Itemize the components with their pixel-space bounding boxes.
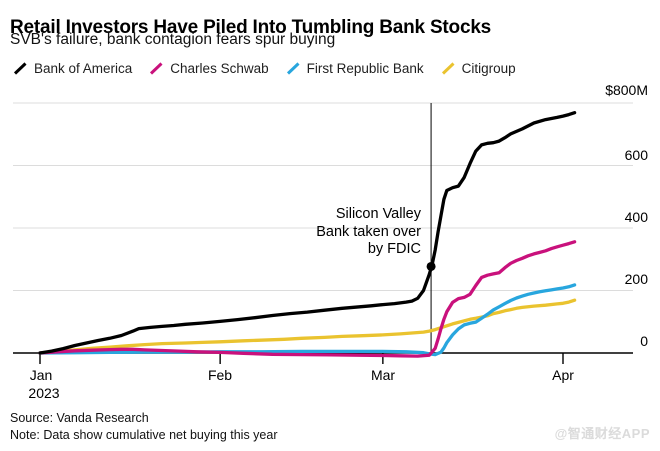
x-axis-tick-label: Feb (207, 367, 233, 383)
legend-item-charles-schwab: Charles Schwab (149, 61, 269, 76)
x-axis-tick-label: Mar (370, 367, 396, 383)
legend-item-bank-of-america: Bank of America (13, 61, 132, 76)
note-text: Note: Data show cumulative net buying th… (10, 428, 278, 442)
y-axis-tick-label: 200 (624, 271, 648, 287)
y-axis-tick-label: $800M (605, 82, 648, 98)
annotation-line: Silicon Valley (335, 206, 421, 222)
legend-label: Citigroup (461, 61, 516, 76)
legend-item-first-republic-bank: First Republic Bank (286, 61, 424, 76)
y-axis-tick-label: 600 (624, 147, 648, 163)
chart-subtitle: SVB's failure, bank contagion fears spur… (10, 31, 336, 48)
x-axis-tick-label: Apr (552, 367, 574, 383)
chart-title: Retail Investors Have Piled Into Tumblin… (10, 16, 492, 38)
legend-item-citigroup: Citigroup (441, 61, 516, 76)
legend: Bank of America Charles Schwab First Rep… (13, 61, 516, 76)
legend-slash-icon (13, 62, 27, 75)
y-axis-tick-label: 400 (624, 209, 648, 225)
legend-slash-icon (286, 62, 300, 75)
legend-slash-icon (441, 62, 455, 75)
legend-label: Charles Schwab (170, 61, 269, 76)
x-axis-tick-label: Jan (29, 367, 53, 383)
legend-label: Bank of America (34, 61, 133, 76)
legend-slash-icon (150, 62, 163, 75)
legend-label: First Republic Bank (306, 61, 424, 76)
y-axis-tick-label: 0 (640, 333, 648, 349)
source-text: Source: Vanda Research (10, 411, 149, 425)
annotation-line: by FDIC (367, 241, 421, 257)
annotation-line: Bank taken over (316, 223, 421, 240)
watermark-text: @智通财经APP (554, 426, 650, 441)
x-axis-year-label: 2023 (28, 385, 60, 401)
svb-annotation: Silicon Valley Bank taken over by FDIC (316, 206, 421, 259)
